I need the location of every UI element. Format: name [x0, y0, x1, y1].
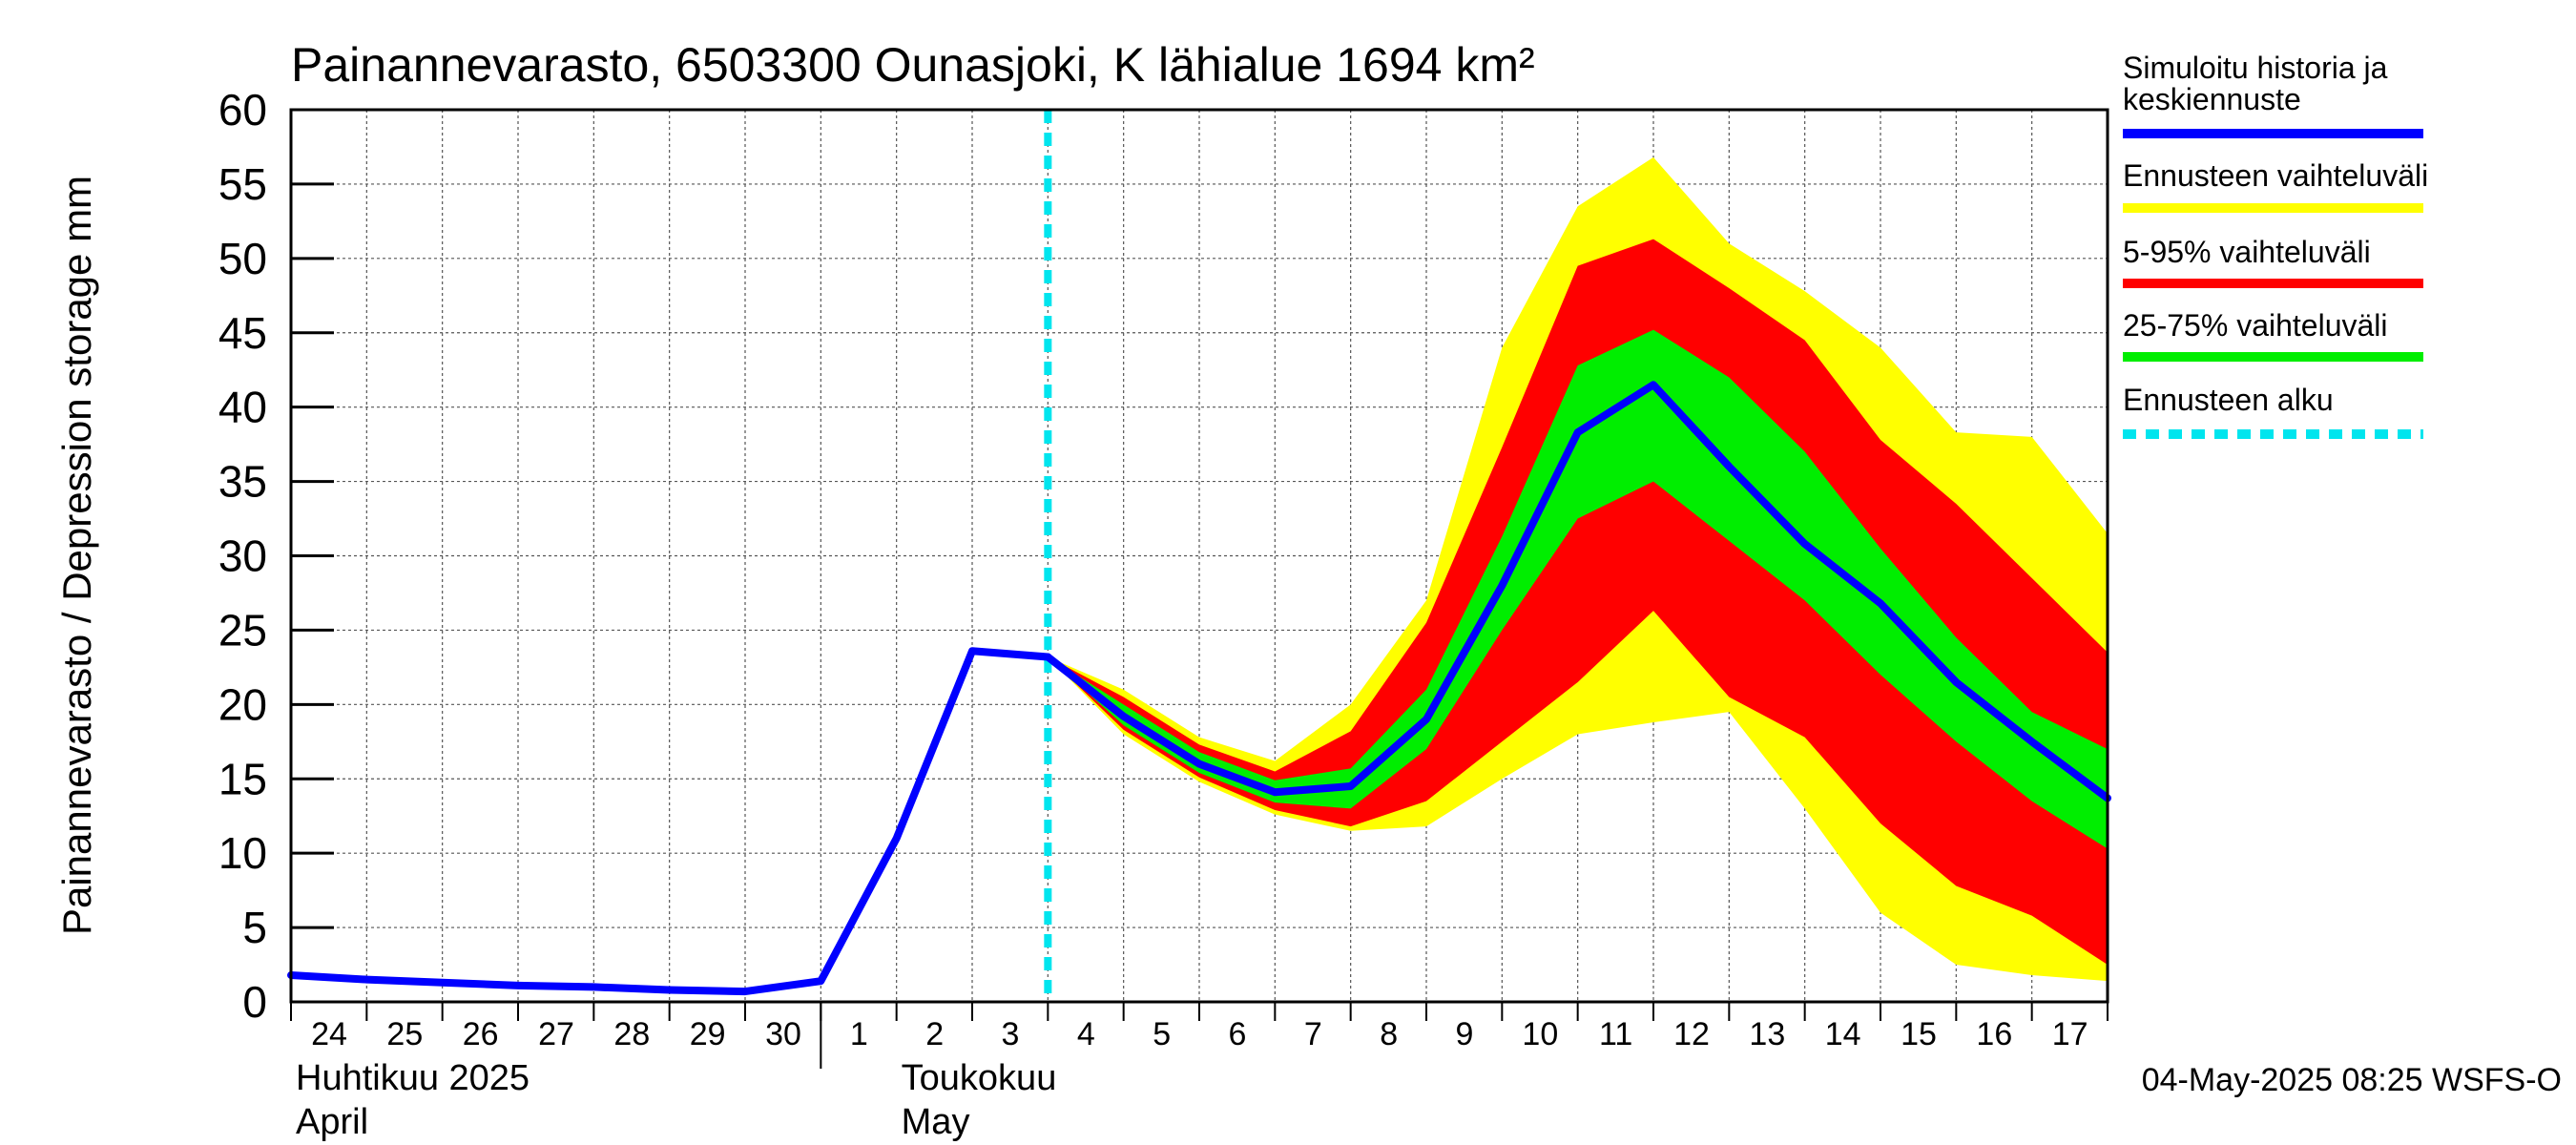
- x-tick-label: 7: [1304, 1016, 1322, 1052]
- y-tick-label: 40: [218, 383, 267, 432]
- y-tick-label: 20: [218, 679, 267, 729]
- chart-title: Painannevarasto, 6503300 Ounasjoki, K lä…: [291, 38, 1535, 92]
- x-tick-label: 17: [2052, 1016, 2088, 1052]
- x-tick-label: 25: [386, 1016, 423, 1052]
- x-tick-label: 16: [1976, 1016, 2012, 1052]
- y-tick-label: 5: [242, 903, 267, 952]
- month-label: Toukokuu: [902, 1058, 1057, 1098]
- y-tick-label: 0: [242, 977, 267, 1027]
- y-tick-label: 30: [218, 531, 267, 581]
- y-tick-label: 45: [218, 308, 267, 358]
- x-tick-label: 10: [1522, 1016, 1558, 1052]
- median-forecast-line: [1044, 381, 2111, 802]
- legend-label: Ennusteen alku: [2123, 383, 2334, 417]
- x-tick-label: 15: [1901, 1016, 1937, 1052]
- y-axis: 0 5 10 15 20 25 30 35 40 45 50 55 60: [218, 85, 334, 1027]
- x-tick-label: 27: [538, 1016, 574, 1052]
- x-tick-label: 30: [765, 1016, 801, 1052]
- x-tick-label: 5: [1153, 1016, 1171, 1052]
- y-tick-label: 60: [218, 85, 267, 135]
- y-tick-label: 25: [218, 605, 267, 655]
- y-tick-label: 35: [218, 457, 267, 507]
- x-tick-label: 29: [690, 1016, 726, 1052]
- x-tick-label: 9: [1456, 1016, 1474, 1052]
- x-tick-label: 11: [1599, 1016, 1632, 1052]
- y-tick-label: 10: [218, 828, 267, 878]
- x-tick-label: 24: [311, 1016, 347, 1052]
- x-tick-label: 3: [1002, 1016, 1020, 1052]
- series-lines: [287, 110, 2111, 1002]
- x-tick-label: 6: [1229, 1016, 1247, 1052]
- x-tick-label: 28: [613, 1016, 650, 1052]
- x-tick-label: 4: [1077, 1016, 1095, 1052]
- y-tick-label: 50: [218, 234, 267, 283]
- month-label: Huhtikuu 2025: [296, 1058, 530, 1098]
- legend-label: 25-75% vaihteluväli: [2123, 308, 2388, 343]
- x-tick-label: 1: [850, 1016, 868, 1052]
- month-label-english: April: [296, 1102, 368, 1142]
- footer-timestamp: 04-May-2025 08:25 WSFS-O: [2142, 1062, 2562, 1098]
- x-tick-label: 14: [1825, 1016, 1861, 1052]
- x-tick-label: 26: [463, 1016, 499, 1052]
- y-tick-label: 15: [218, 754, 267, 803]
- x-axis: 24 25 26 27 28 29 30 1 2 3 4 5 6 7 8 9 10 11 12 13 14 15 16 17H…: [290, 1002, 2109, 1142]
- x-tick-label: 12: [1673, 1016, 1710, 1052]
- legend-label: Ennusteen vaihteluväli: [2123, 158, 2428, 193]
- x-tick-label: 8: [1380, 1016, 1398, 1052]
- legend-label: keskiennuste: [2123, 82, 2301, 116]
- history-line: [287, 647, 1052, 996]
- month-label-english: May: [902, 1102, 970, 1142]
- x-tick-label: 2: [925, 1016, 944, 1052]
- legend-label: 5-95% vaihteluväli: [2123, 235, 2371, 269]
- x-tick-label: 13: [1749, 1016, 1785, 1052]
- y-axis-label: Painannevarasto / Depression storage mm: [54, 176, 99, 935]
- legend-label: Simuloitu historia ja: [2123, 51, 2388, 85]
- y-tick-label: 55: [218, 159, 267, 209]
